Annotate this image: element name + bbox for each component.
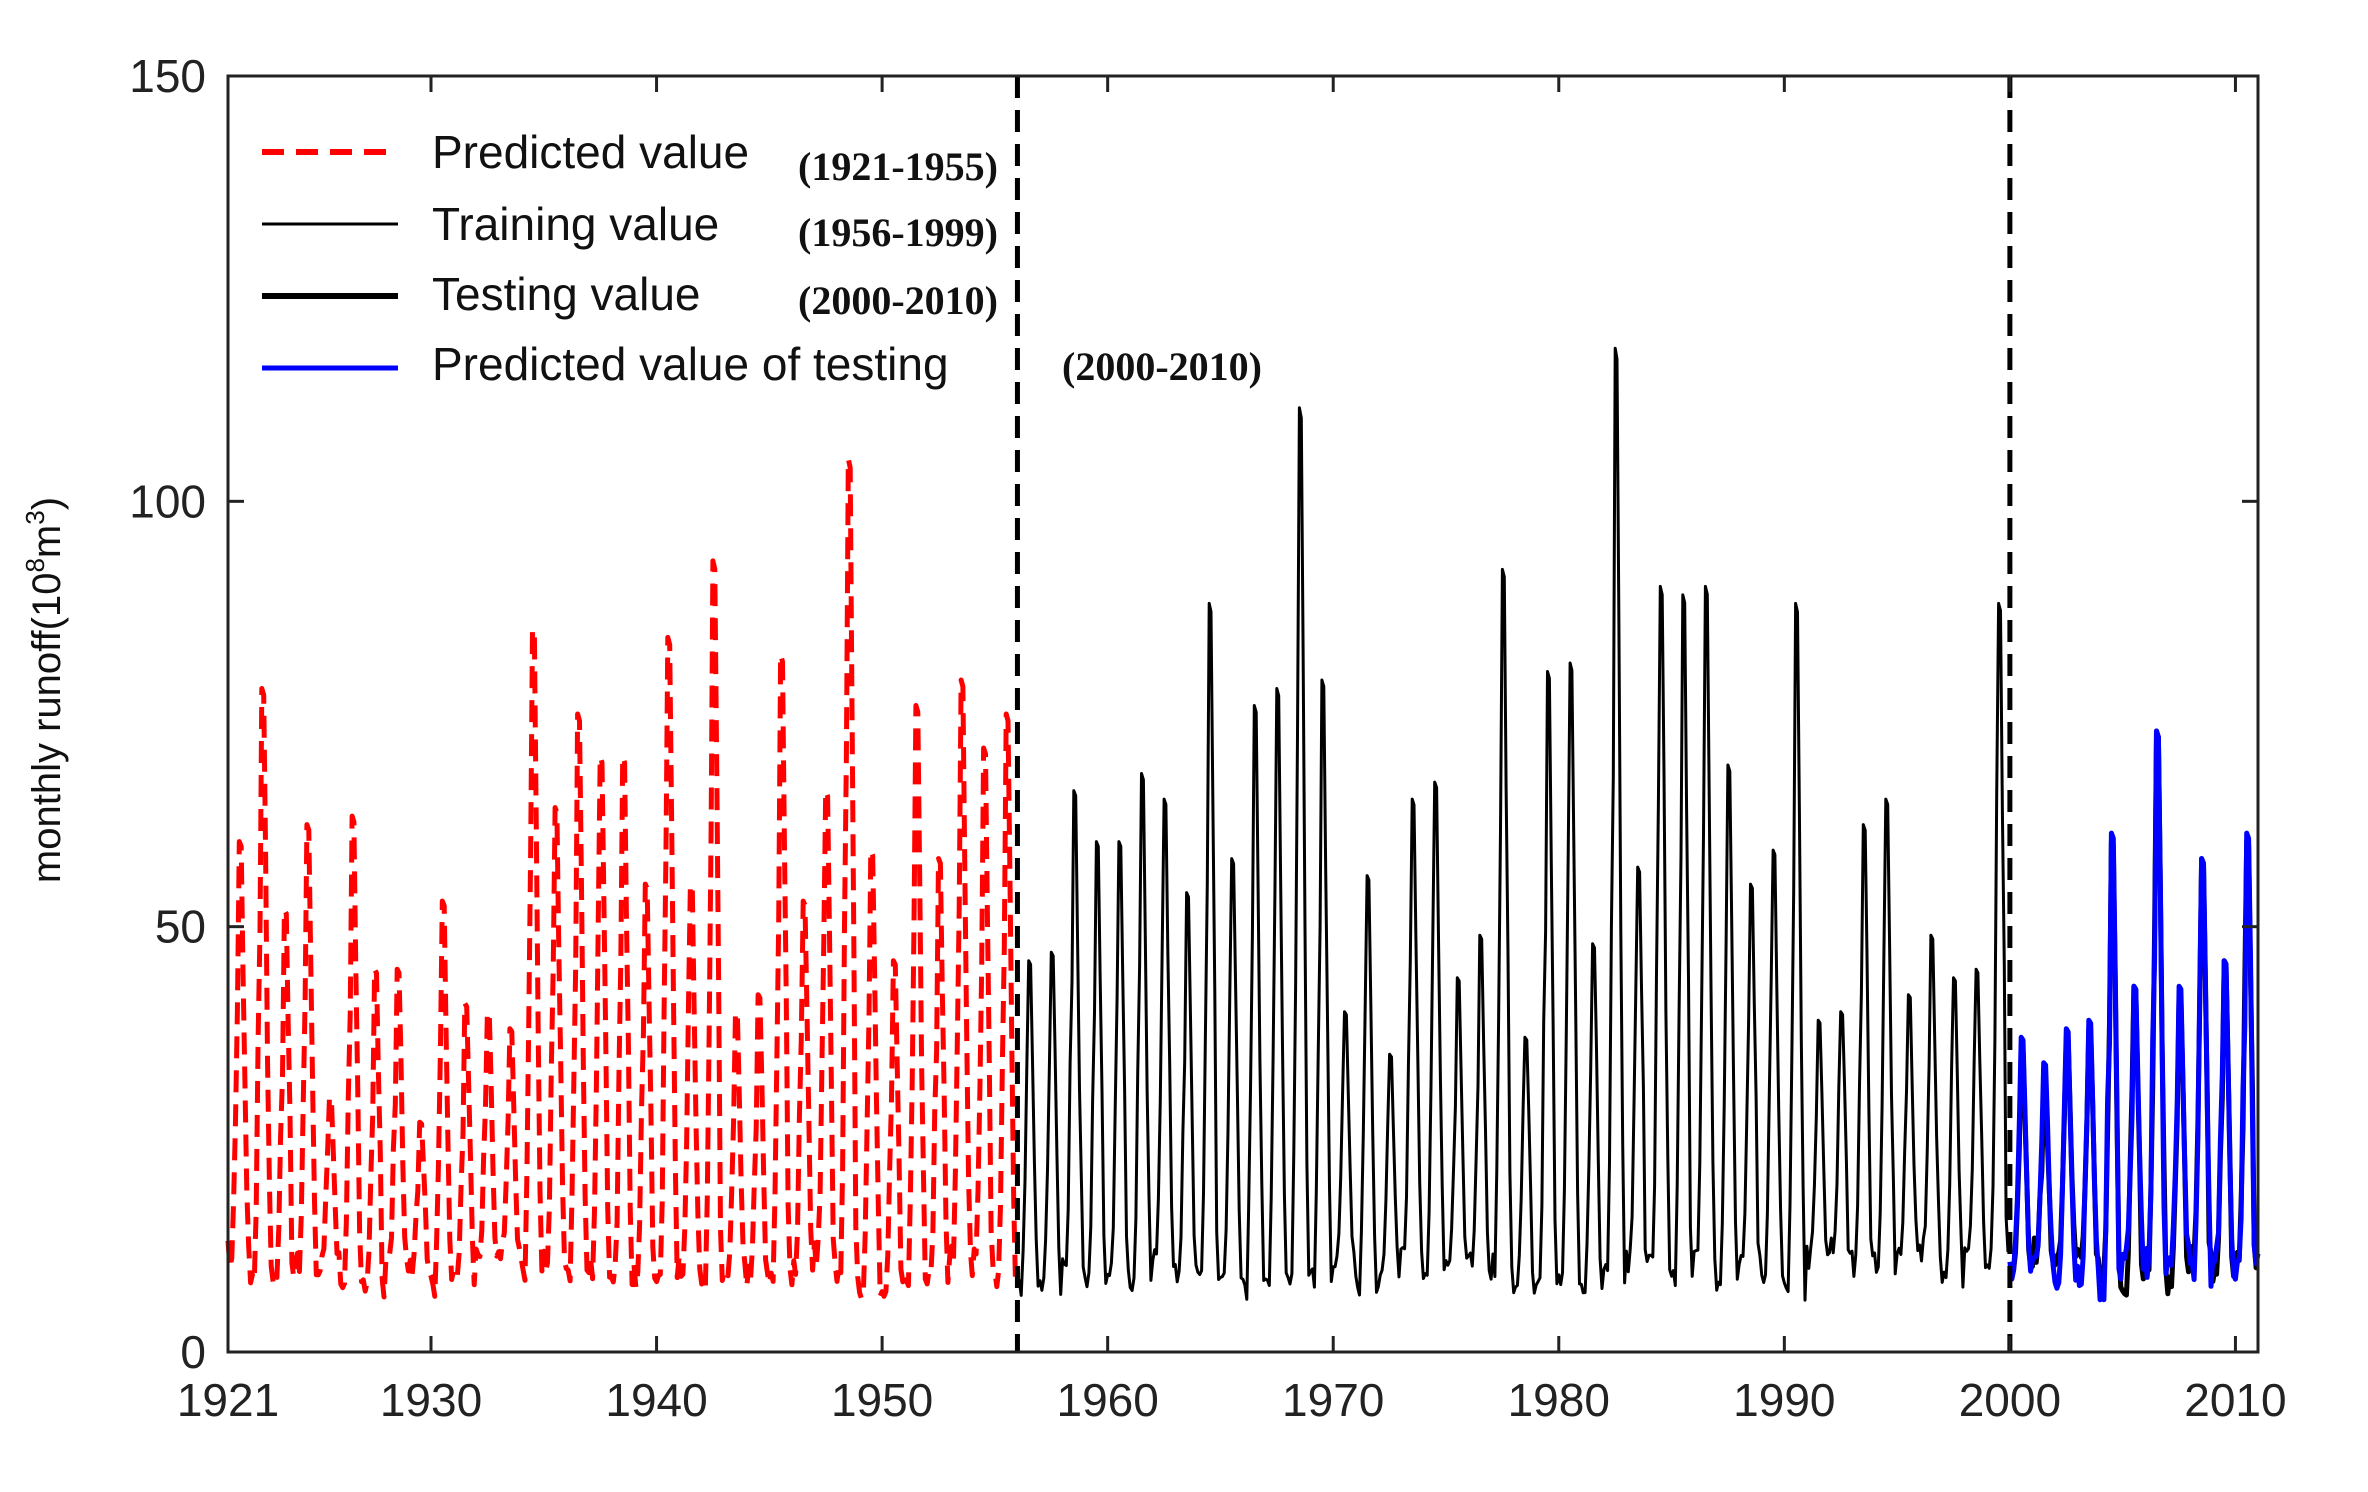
x-tick-label: 1960 [1056,1374,1158,1426]
y-tick-label: 50 [155,901,206,953]
y-tick-label: 100 [129,475,206,527]
legend-label-training: Training value [432,198,719,250]
legend-period-predicted-testing: (2000-2010) [1062,344,1262,389]
x-tick-label: 1970 [1282,1374,1384,1426]
legend-period-predicted: (1921-1955) [798,144,998,189]
y-tick-label: 150 [129,50,206,102]
x-tick-label: 1950 [831,1374,933,1426]
x-tick-label: 1990 [1733,1374,1835,1426]
x-tick-label: 1980 [1508,1374,1610,1426]
legend-label-predicted-testing: Predicted value of testing [432,338,949,390]
series-line-training-value [1016,346,2010,1302]
x-tick-label: 2000 [1959,1374,2061,1426]
y-axis-title: monthly runoff(108m3) [20,497,69,883]
x-tick-label: 1921 [177,1374,279,1426]
legend: Predicted value (1921-1955) Training val… [262,126,1262,390]
legend-period-training: (1956-1999) [798,210,998,255]
x-tick-label: 1930 [380,1374,482,1426]
plot-frame [226,74,2260,1354]
legend-label-testing: Testing value [432,268,701,320]
series-line-predicted-value-of-testing [2007,728,2261,1303]
series-line-predicted-value [225,456,1019,1301]
y-tick-label: 0 [180,1326,206,1378]
x-tick-label: 1940 [605,1374,707,1426]
legend-label-predicted: Predicted value [432,126,749,178]
legend-period-testing: (2000-2010) [798,278,998,323]
x-tick-label: 2010 [2184,1374,2286,1426]
